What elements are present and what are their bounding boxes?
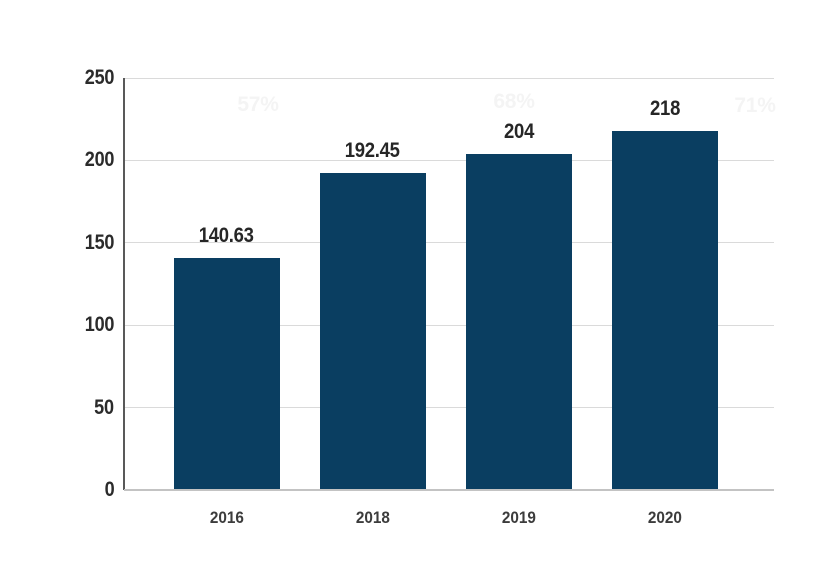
- y-tick-text: 100: [84, 313, 115, 337]
- bar-2019: [465, 153, 572, 490]
- y-tick-label: 150: [44, 230, 115, 255]
- bar-value-label: 204: [439, 120, 599, 144]
- y-tick-text: 250: [84, 66, 115, 89]
- bar-value-text: 192.45: [345, 138, 401, 162]
- y-tick-label: 0: [44, 478, 114, 502]
- y-tick-label: 200: [44, 148, 115, 172]
- gridline-200: [124, 159, 774, 161]
- plot-area: 57% 68% 71% 140.63 192.45 204 218: [123, 77, 776, 491]
- watermark-annotation: 57%: [237, 93, 279, 116]
- y-tick-text: 0: [104, 478, 114, 501]
- y-tick-text: 150: [84, 230, 115, 254]
- x-tick-text: 2020: [648, 508, 683, 527]
- y-tick-label: 100: [44, 313, 115, 337]
- bar-value-label: 140.63: [147, 224, 307, 248]
- x-tick-label-2018: 2018: [313, 508, 433, 528]
- bar-2016: [173, 258, 280, 490]
- bar-value-label: 218: [585, 97, 745, 121]
- bar-value-text: 204: [503, 119, 534, 143]
- y-tick-label: 250: [44, 66, 115, 90]
- bar-value-text: 218: [650, 96, 681, 120]
- gridline-100: [124, 324, 774, 326]
- gridline-150: [124, 242, 774, 244]
- x-tick-text: 2019: [501, 508, 536, 527]
- bar-2018: [319, 172, 426, 490]
- x-tick-label-2016: 2016: [167, 508, 287, 528]
- bar-value-label: 192.45: [293, 139, 453, 163]
- gridline-250: [124, 77, 774, 79]
- x-axis-baseline: [124, 489, 774, 491]
- x-tick-text: 2018: [355, 508, 390, 527]
- y-axis-line: [123, 78, 125, 490]
- x-tick-text: 2016: [209, 508, 244, 527]
- watermark-annotation: 68%: [493, 90, 535, 113]
- x-tick-label-2020: 2020: [605, 508, 725, 528]
- y-tick-text: 200: [84, 148, 115, 172]
- x-tick-label-2019: 2019: [459, 508, 579, 528]
- gridline-50: [124, 407, 774, 409]
- bar-value-text: 140.63: [199, 224, 254, 248]
- y-tick-text: 50: [94, 395, 114, 419]
- watermark-annotation: 71%: [734, 94, 776, 117]
- bar-2020: [612, 130, 719, 490]
- y-tick-label: 50: [44, 396, 114, 420]
